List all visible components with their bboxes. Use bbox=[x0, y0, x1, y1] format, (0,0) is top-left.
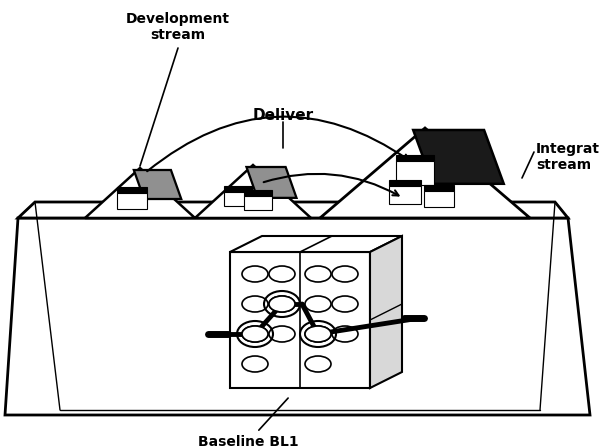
Polygon shape bbox=[244, 190, 272, 196]
Polygon shape bbox=[320, 128, 530, 218]
Polygon shape bbox=[224, 186, 252, 192]
Ellipse shape bbox=[305, 326, 331, 342]
Ellipse shape bbox=[242, 326, 268, 342]
Polygon shape bbox=[117, 187, 147, 193]
Polygon shape bbox=[195, 165, 311, 218]
Text: Deliver: Deliver bbox=[253, 108, 314, 123]
Polygon shape bbox=[18, 202, 568, 218]
Polygon shape bbox=[370, 236, 402, 388]
Ellipse shape bbox=[305, 326, 331, 342]
Polygon shape bbox=[117, 193, 147, 209]
Ellipse shape bbox=[269, 296, 295, 312]
Polygon shape bbox=[244, 196, 272, 210]
Ellipse shape bbox=[332, 266, 358, 282]
Polygon shape bbox=[389, 186, 421, 204]
Ellipse shape bbox=[242, 296, 268, 312]
Polygon shape bbox=[389, 180, 421, 186]
Polygon shape bbox=[85, 168, 195, 218]
Polygon shape bbox=[413, 130, 504, 184]
Ellipse shape bbox=[242, 356, 268, 372]
Ellipse shape bbox=[242, 326, 268, 342]
Ellipse shape bbox=[305, 266, 331, 282]
Text: Baseline BL1: Baseline BL1 bbox=[197, 398, 298, 447]
Ellipse shape bbox=[332, 326, 358, 342]
Polygon shape bbox=[5, 218, 590, 415]
Polygon shape bbox=[396, 155, 434, 161]
Text: Development
stream: Development stream bbox=[126, 12, 230, 42]
Polygon shape bbox=[247, 167, 296, 198]
Ellipse shape bbox=[269, 296, 295, 312]
Ellipse shape bbox=[242, 266, 268, 282]
Text: Integration
stream: Integration stream bbox=[536, 142, 600, 172]
Ellipse shape bbox=[269, 266, 295, 282]
Ellipse shape bbox=[269, 326, 295, 342]
Polygon shape bbox=[224, 192, 252, 206]
Polygon shape bbox=[230, 252, 370, 388]
Polygon shape bbox=[424, 185, 454, 191]
Ellipse shape bbox=[305, 356, 331, 372]
Polygon shape bbox=[134, 170, 181, 199]
Ellipse shape bbox=[305, 296, 331, 312]
Polygon shape bbox=[424, 191, 454, 207]
Ellipse shape bbox=[332, 296, 358, 312]
Polygon shape bbox=[396, 161, 434, 185]
Polygon shape bbox=[230, 236, 402, 252]
